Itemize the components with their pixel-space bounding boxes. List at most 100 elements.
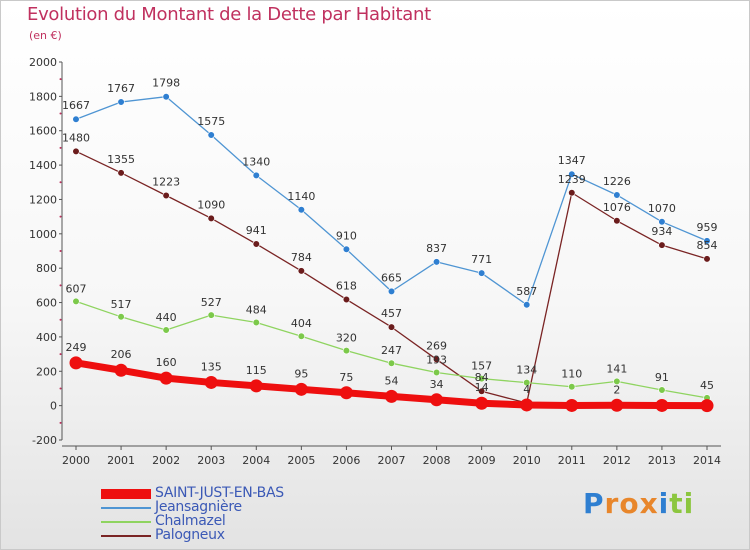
data-point <box>432 368 441 377</box>
data-label: 771 <box>471 253 492 266</box>
data-label: 1575 <box>197 115 225 128</box>
y-minor-tick <box>59 284 62 287</box>
y-minor-tick <box>59 78 62 81</box>
legend-swatch <box>101 507 151 509</box>
data-point <box>207 131 215 139</box>
data-label: 247 <box>381 344 402 357</box>
data-label: 45 <box>700 379 714 392</box>
data-point <box>297 332 305 340</box>
data-point <box>72 115 80 123</box>
data-point <box>162 93 170 101</box>
x-tick-label: 2002 <box>152 454 180 467</box>
data-point <box>294 382 308 396</box>
logo-letter: r <box>604 487 620 520</box>
chart-title: Evolution du Montant de la Dette par Hab… <box>27 4 431 25</box>
y-tick-label: 800 <box>36 262 57 275</box>
y-tick-label: 600 <box>36 297 57 310</box>
y-tick-label: -200 <box>32 434 57 447</box>
data-label: 934 <box>651 225 672 238</box>
x-tick-label: 2010 <box>513 454 541 467</box>
data-point <box>658 218 666 226</box>
data-label: 1140 <box>287 190 315 203</box>
data-point <box>342 245 351 253</box>
data-label: 1480 <box>62 131 90 144</box>
data-label: 54 <box>385 374 399 387</box>
data-point <box>207 311 215 319</box>
data-label: 1798 <box>152 77 180 90</box>
data-label: 457 <box>381 307 402 320</box>
chart-unit: (en €) <box>29 29 62 42</box>
legend-label: Jeansagnière <box>155 499 242 515</box>
data-point <box>114 363 128 377</box>
x-tick-label: 2014 <box>693 454 721 467</box>
data-point <box>658 386 666 394</box>
data-point <box>568 383 576 391</box>
data-label: 910 <box>336 229 357 242</box>
y-tick-label: 2000 <box>29 56 57 69</box>
data-point <box>117 169 125 177</box>
data-label: 2 <box>613 383 620 396</box>
x-tick-label: 2006 <box>332 454 360 467</box>
data-point <box>72 147 80 155</box>
legend-label: SAINT-JUST-EN-BAS <box>155 485 284 501</box>
data-point <box>387 323 396 331</box>
legend-swatch <box>101 489 151 499</box>
y-tick-label: 1400 <box>29 159 57 172</box>
logo-letter: t <box>669 487 684 520</box>
y-minor-tick <box>59 353 62 356</box>
data-point <box>432 355 441 364</box>
data-label: 1076 <box>603 201 631 214</box>
data-label: 14 <box>475 381 489 394</box>
data-point <box>162 326 170 334</box>
data-label: 527 <box>201 296 222 309</box>
x-tick-label: 2007 <box>378 454 406 467</box>
data-label: 4 <box>523 383 530 396</box>
x-tick-label: 2000 <box>62 454 90 467</box>
data-point <box>387 287 396 295</box>
data-label: 115 <box>246 364 267 377</box>
data-label: 75 <box>339 371 353 384</box>
logo-letter: i <box>658 487 670 520</box>
data-point <box>387 359 396 367</box>
data-label: 193 <box>426 353 447 366</box>
data-point <box>568 189 576 197</box>
data-point <box>568 170 576 178</box>
data-label: 157 <box>471 360 492 373</box>
logo-letter: i <box>683 487 695 520</box>
data-label: 95 <box>294 367 308 380</box>
data-point <box>249 379 263 393</box>
data-label: 517 <box>111 298 132 311</box>
data-label: 837 <box>426 242 447 255</box>
data-label: 269 <box>426 339 447 352</box>
x-tick-label: 2008 <box>423 454 451 467</box>
data-label: 959 <box>697 221 718 234</box>
data-label: 320 <box>336 332 357 345</box>
y-minor-tick <box>59 318 62 321</box>
data-point <box>204 375 218 389</box>
data-label: 587 <box>516 285 537 298</box>
x-tick-label: 2004 <box>242 454 270 467</box>
y-minor-tick <box>59 215 62 218</box>
data-label: 110 <box>561 368 582 381</box>
data-point <box>252 240 260 248</box>
data-point <box>658 241 666 249</box>
x-tick-label: 2009 <box>468 454 496 467</box>
legend-swatch <box>101 535 151 537</box>
data-label: 440 <box>156 311 177 324</box>
data-label: 941 <box>246 224 267 237</box>
data-label: 1355 <box>107 153 135 166</box>
data-label: 135 <box>201 360 222 373</box>
data-point <box>252 171 260 179</box>
data-point <box>297 267 305 275</box>
data-point <box>432 258 441 266</box>
x-tick-label: 2011 <box>558 454 586 467</box>
data-point <box>69 356 83 370</box>
data-point <box>162 191 170 200</box>
y-minor-tick <box>59 250 62 252</box>
data-label: 607 <box>66 282 87 295</box>
data-point <box>117 98 125 106</box>
data-point <box>159 371 173 385</box>
data-point <box>430 393 444 407</box>
